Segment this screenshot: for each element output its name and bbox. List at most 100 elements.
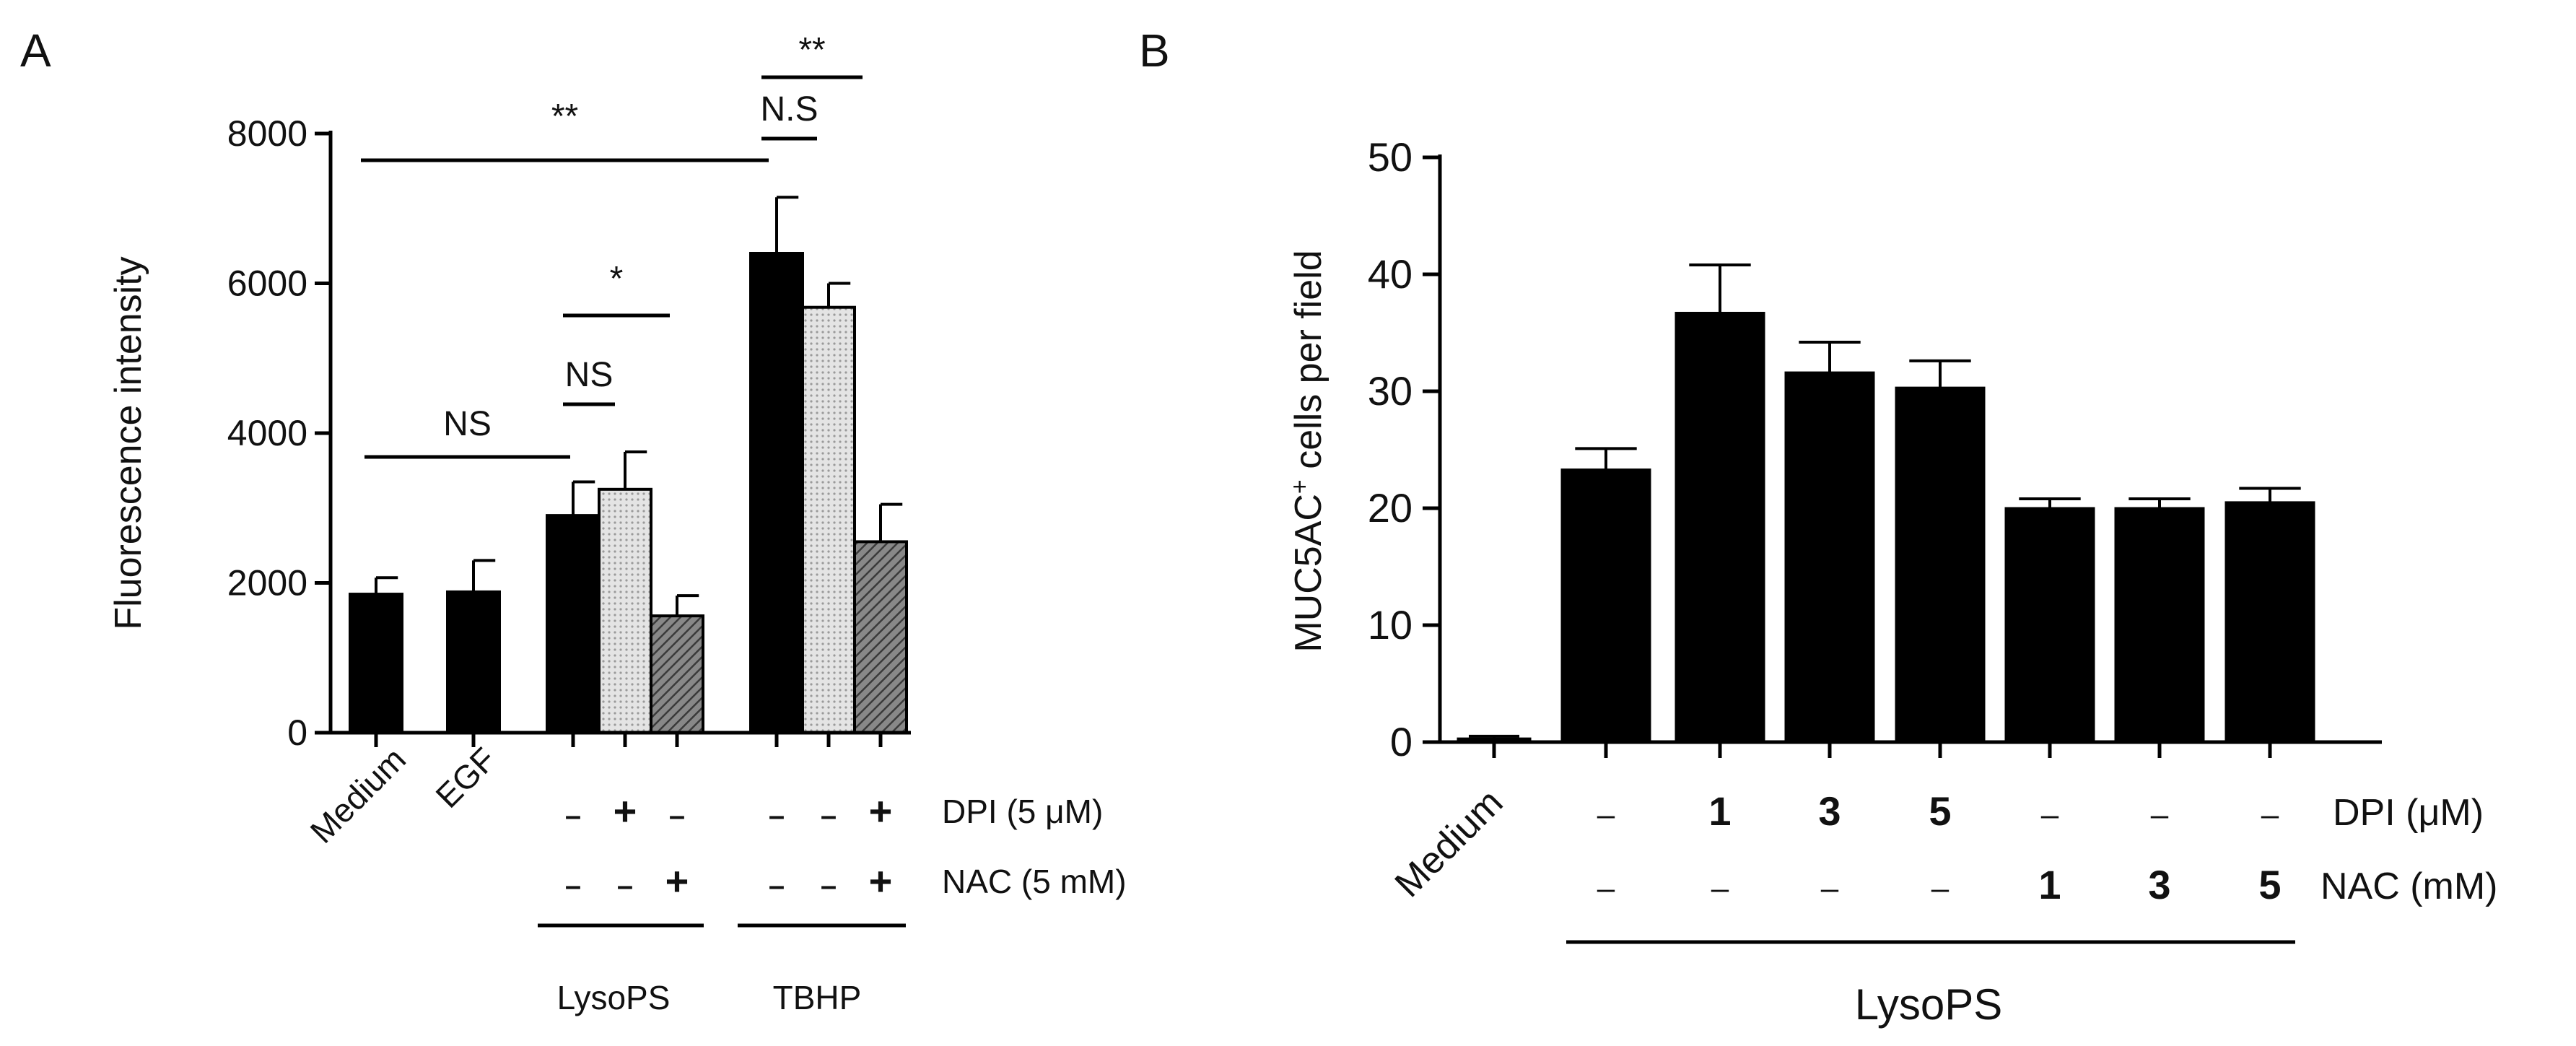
panel-a-dpi-label: DPI (5 μM): [942, 793, 1103, 830]
panel-b-dpi-value: –: [1597, 797, 1615, 832]
panel-b-ytick-label: 50: [1368, 134, 1413, 180]
panel-b-dpi-value: 3: [1818, 788, 1841, 834]
panel-b-error-bar: [1689, 263, 1751, 313]
panel-b-bar: [1784, 371, 1875, 744]
panel-b-ytick-label: 10: [1368, 602, 1413, 648]
panel-b-nac-label: NAC (mM): [2320, 866, 2498, 907]
panel-b-ytick-label: 20: [1368, 485, 1413, 531]
panel-a-nac-sign: +: [665, 858, 689, 904]
panel-a-bar: [749, 252, 804, 734]
panel-b-nac-value: 3: [2148, 862, 2170, 907]
panel-b-bars: [1457, 263, 2315, 744]
panel-a-bar: [650, 614, 704, 735]
panel-b-error-bar: [1799, 340, 1861, 373]
panel-a-y-axis-label: Fluorescence intensity: [108, 256, 149, 629]
panel-b-bar: [2114, 507, 2205, 744]
panel-a-nac-sign: –: [617, 870, 633, 902]
panel-a-significance-bracket: **: [761, 31, 863, 79]
panel-b-nac-value: –: [1931, 871, 1950, 906]
panel-b-dpi-value: –: [2041, 797, 2059, 832]
panel-a-nac-sign: +: [869, 858, 893, 904]
panel-b-dpi-value: –: [2151, 797, 2169, 832]
panel-b-dpi-value: 1: [1708, 788, 1731, 834]
panel-b-dpi-label: DPI (μM): [2333, 792, 2484, 834]
panel-b-nac-value: 1: [2038, 862, 2061, 907]
panel-a-ytick-label: 2000: [227, 563, 307, 603]
panel-a-ytick-label: 6000: [227, 263, 307, 304]
panel-a-bar: [349, 593, 403, 734]
panel-a-significance-label: **: [551, 97, 578, 136]
panel-b-dpi-value: –: [2261, 797, 2279, 832]
panel-a-bar: [546, 514, 601, 734]
panel-a-significance-bracket: NS: [364, 405, 570, 459]
panel-a-significance-label: **: [798, 31, 825, 69]
panel-a-error-bar: [676, 594, 699, 616]
panel-b-error-bar: [2129, 497, 2191, 508]
panel-a-error-bar: [827, 282, 851, 308]
panel-a-significance-bracket: NS: [563, 356, 615, 406]
panel-a-significance-label: NS: [443, 405, 492, 443]
panel-a-xlabel-egf: EGF: [428, 740, 503, 815]
panel-a-error-bar: [775, 196, 799, 253]
panel-a-error-bar: [624, 450, 647, 489]
panel-a-nac-label: NAC (5 mM): [942, 863, 1127, 900]
panel-b-axes: [1438, 154, 2382, 758]
panel-b-y-ticks: 0 10 20 30 40 50: [1368, 134, 1440, 764]
panel-b-y-axis-label-rest: cells per field: [1288, 250, 1330, 479]
panel-a-significance-label: N.S: [760, 90, 818, 128]
panel-b-bar: [1675, 311, 1765, 744]
panel-a-error-bar: [879, 502, 903, 542]
panel-b-xlabel-medium: Medium: [1387, 781, 1511, 905]
panel-b-ytick-label: 0: [1390, 719, 1413, 764]
panel-a-nac-sign: –: [565, 870, 581, 902]
panel-a-dpi-sign: –: [769, 800, 785, 832]
panel-b-lysops-label: LysoPS: [1855, 980, 2003, 1029]
panel-a-ytick-label: 8000: [227, 113, 307, 154]
panel-b-y-axis-label-sup: +: [1286, 479, 1314, 494]
panel-a-letter: A: [20, 25, 51, 77]
panel-a-dpi-sign: –: [821, 800, 837, 832]
panel-b-y-axis-label-main: MUC5AC: [1288, 494, 1330, 653]
panel-b-error-bar: [1469, 734, 1519, 739]
panel-b-error-bar: [2239, 487, 2301, 502]
panel-a-error-bar: [472, 559, 496, 592]
panel-a-significance-label: *: [610, 260, 624, 298]
panel-b-bar: [2224, 501, 2315, 744]
panel-a-dpi-sign: +: [869, 788, 893, 834]
panel-b-ytick-label: 40: [1368, 251, 1413, 297]
panel-b-bar: [1895, 386, 1986, 744]
panel-a-significance-bracket: N.S: [760, 90, 818, 141]
panel-a-axes: [328, 131, 911, 747]
panel-a-significance-bracket: *: [563, 260, 670, 318]
panel-b-ytick-label: 30: [1368, 368, 1413, 414]
panel-a-bars: [349, 196, 908, 735]
panel-b-bar: [1560, 468, 1651, 744]
panel-a-ylabel-group: Fluorescence intensity: [108, 256, 149, 629]
panel-a-dpi-sign: –: [565, 800, 581, 832]
panel-a-tbhp-label: TBHP: [773, 979, 862, 1016]
panel-a-significance-label: NS: [565, 356, 614, 394]
panel-a-bar: [446, 590, 501, 735]
panel-a-y-ticks: 0 2000 4000 6000 8000: [227, 113, 331, 753]
panel-a: A Fluorescence intensity 0 2000 4000 6000 80…: [20, 25, 1127, 1016]
panel-b-treatment-labels: – – 1 – 3 – 5 – – 1 – 3 – 5: [1597, 788, 2282, 907]
panel-b-nac-value: –: [1597, 871, 1615, 906]
panel-b-error-bar: [1575, 447, 1637, 470]
panel-b-nac-value: 5: [2258, 862, 2281, 907]
panel-a-bar: [853, 540, 908, 734]
panel-a-bar: [598, 487, 652, 734]
panel-b-y-axis-label: MUC5AC+ cells per field: [1286, 250, 1330, 652]
panel-b-nac-value: –: [1711, 871, 1729, 906]
panel-b-error-bar: [2019, 497, 2081, 508]
panel-b-nac-value: –: [1821, 871, 1839, 906]
panel-b-dpi-value: 5: [1929, 788, 1951, 834]
panel-b: B MUC5AC+ cells per field 0 10 20 30 40 50 Me…: [1139, 25, 2498, 1029]
panel-a-treatment-signs: ––+––+––––++: [565, 788, 892, 904]
panel-a-ytick-label: 0: [287, 712, 307, 753]
panel-a-lysops-label: LysoPS: [557, 979, 671, 1016]
panel-a-significance-bracket: **: [361, 97, 769, 162]
panel-a-error-bar: [375, 576, 398, 595]
panel-a-ytick-label: 4000: [227, 413, 307, 453]
